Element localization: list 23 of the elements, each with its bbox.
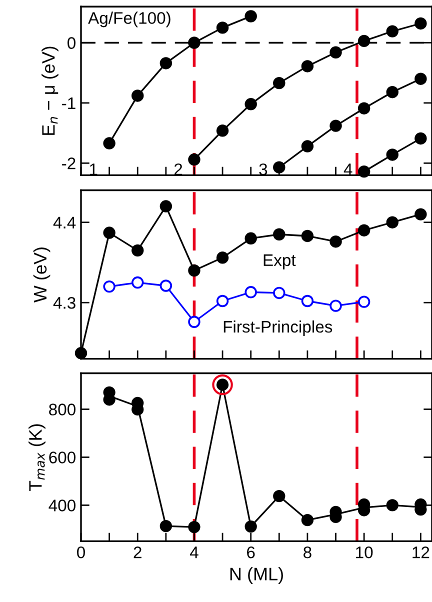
y-tick-label: 600: [49, 452, 76, 464]
annotation: 4: [344, 164, 352, 176]
x-tick-label: 2: [134, 546, 142, 558]
y-tick-label: 4.3: [53, 297, 76, 309]
series-label: First-Principles: [224, 320, 332, 336]
y-tick-label: 0: [68, 37, 76, 49]
annotation: Ag/Fe(100): [88, 12, 170, 28]
x-tick-label: 0: [77, 546, 85, 558]
y-axis-title: W (eV): [33, 248, 50, 303]
x-tick-label: 4: [190, 546, 198, 558]
y-axis-title: E$_{n}$ − μ (eV): [42, 46, 58, 135]
y-tick-label: 400: [48, 500, 76, 512]
x-tick-label: 6: [247, 546, 255, 558]
y-tick-label: 800: [49, 404, 76, 416]
x-tick-label: 8: [304, 546, 312, 558]
x-tick-label: 10: [356, 546, 373, 558]
y-tick-label: -2: [62, 158, 76, 170]
y-axis-title: T$_{max}$ (K): [28, 424, 46, 492]
y-tick-label: 4.4: [53, 216, 76, 228]
y-tick-label: -1: [62, 98, 76, 109]
x-tick-label: 12: [412, 546, 430, 558]
x-axis-title: N (ML): [230, 567, 283, 584]
series-label: Expt: [264, 254, 296, 270]
